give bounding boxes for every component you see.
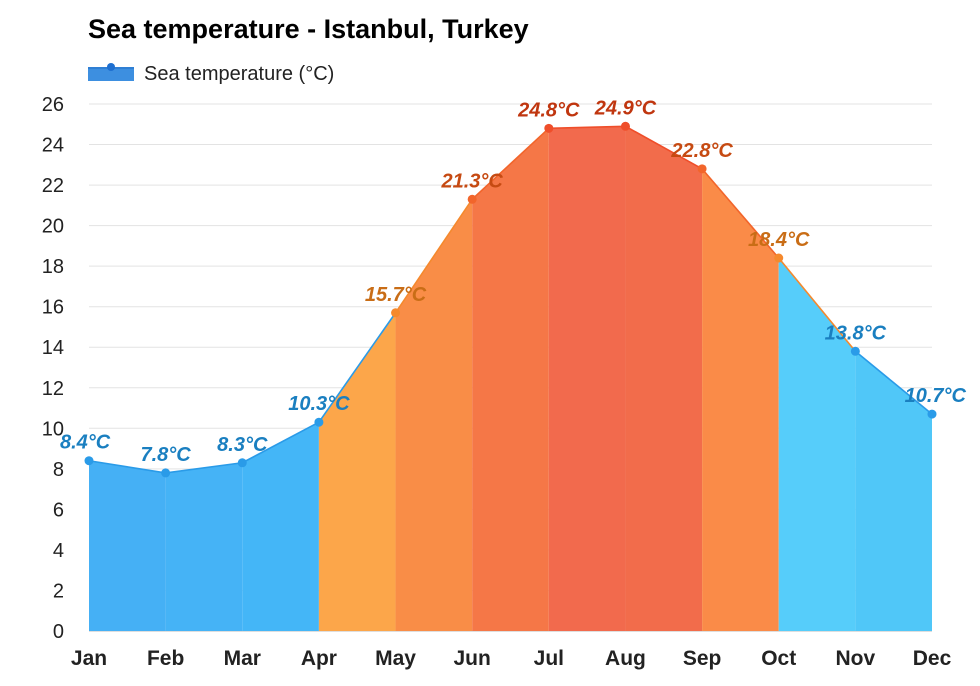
line-segment: [165, 461, 243, 474]
data-point: [544, 123, 554, 133]
data-label: 24.9°C: [594, 97, 657, 119]
data-point: [850, 346, 860, 356]
legend: Sea temperature (°C): [88, 60, 334, 88]
y-tick-label: 24: [42, 135, 64, 157]
line-segment: [548, 125, 626, 130]
line-segment: [471, 127, 550, 200]
x-tick-label: Feb: [147, 647, 184, 670]
data-point: [391, 308, 401, 318]
area-segment: [318, 312, 396, 631]
data-point: [697, 164, 707, 174]
y-tick-label: 12: [42, 378, 64, 400]
chart-title: Sea temperature - Istanbul, Turkey: [88, 14, 529, 44]
data-label: 8.4°C: [60, 432, 111, 454]
x-tick-label: Jan: [71, 647, 107, 670]
y-tick-label: 8: [53, 459, 64, 481]
area-segment: [472, 128, 549, 632]
area-segment: [242, 422, 319, 631]
area-segment: [165, 462, 243, 631]
line-segment: [625, 125, 703, 170]
y-tick-label: 26: [42, 94, 64, 116]
y-tick-label: 18: [42, 256, 64, 278]
x-tick-label: Apr: [301, 647, 337, 670]
y-tick-label: 14: [42, 337, 64, 359]
y-tick-label: 0: [53, 621, 64, 643]
data-points: [84, 121, 937, 478]
data-label: 13.8°C: [825, 322, 887, 344]
area-segment: [702, 168, 779, 631]
line-segment: [778, 257, 856, 352]
line-segment: [318, 312, 397, 423]
data-point: [314, 417, 324, 427]
y-tick-label: 22: [42, 175, 64, 197]
legend-label: Sea temperature (°C): [144, 62, 335, 85]
x-tick-label: May: [375, 647, 416, 670]
y-tick-label: 16: [42, 297, 64, 319]
x-tick-label: Nov: [836, 647, 876, 670]
data-point: [774, 253, 784, 263]
line-segment: [854, 350, 933, 415]
line-segment: [241, 421, 320, 464]
x-tick-label: Jun: [454, 647, 491, 670]
x-tick-label: Mar: [224, 647, 261, 670]
data-label: 18.4°C: [748, 229, 810, 251]
y-tick-label: 2: [53, 580, 64, 602]
line-segment: [701, 168, 780, 259]
data-label: 21.3°C: [440, 170, 503, 192]
line-segment: [394, 198, 473, 314]
y-tick-label: 20: [42, 216, 64, 238]
x-axis: Jan Feb Mar Apr May Jun Jul Aug Sep Oct Nov Dec: [71, 647, 952, 670]
legend-marker: [107, 63, 115, 71]
y-tick-label: 6: [53, 499, 64, 521]
y-tick-label: 10: [42, 418, 64, 440]
data-label: 8.3°C: [217, 434, 268, 456]
y-tick-label: 4: [53, 540, 64, 562]
x-tick-label: Jul: [534, 647, 564, 670]
x-tick-label: Oct: [761, 647, 796, 670]
x-tick-label: Sep: [683, 647, 722, 670]
data-point: [84, 456, 94, 466]
x-tick-label: Dec: [913, 647, 952, 670]
x-tick-label: Aug: [605, 647, 646, 670]
area-segment: [395, 199, 473, 631]
data-label: 22.8°C: [670, 140, 733, 162]
area-segments: [89, 126, 932, 632]
data-label: 10.7°C: [905, 385, 967, 407]
data-label: 15.7°C: [365, 284, 427, 306]
data-labels: 8.4°C 7.8°C 8.3°C 10.3°C 15.7°C 21.3°C 24.8°C 2…: [60, 97, 967, 466]
area-segment: [778, 258, 856, 631]
legend-swatch: [88, 63, 134, 81]
series-line: [88, 125, 933, 474]
area-segment: [548, 126, 626, 632]
data-point: [161, 468, 171, 478]
data-label: 24.8°C: [517, 99, 580, 121]
data-label: 7.8°C: [141, 444, 192, 466]
area-segment: [625, 126, 703, 632]
area-segment: [855, 351, 932, 631]
area-segment: [89, 460, 166, 631]
data-point: [620, 121, 630, 131]
data-label: 10.3°C: [288, 393, 350, 415]
data-point: [237, 458, 247, 468]
data-point: [467, 194, 477, 204]
data-point: [927, 409, 937, 419]
line-segment: [88, 459, 166, 474]
